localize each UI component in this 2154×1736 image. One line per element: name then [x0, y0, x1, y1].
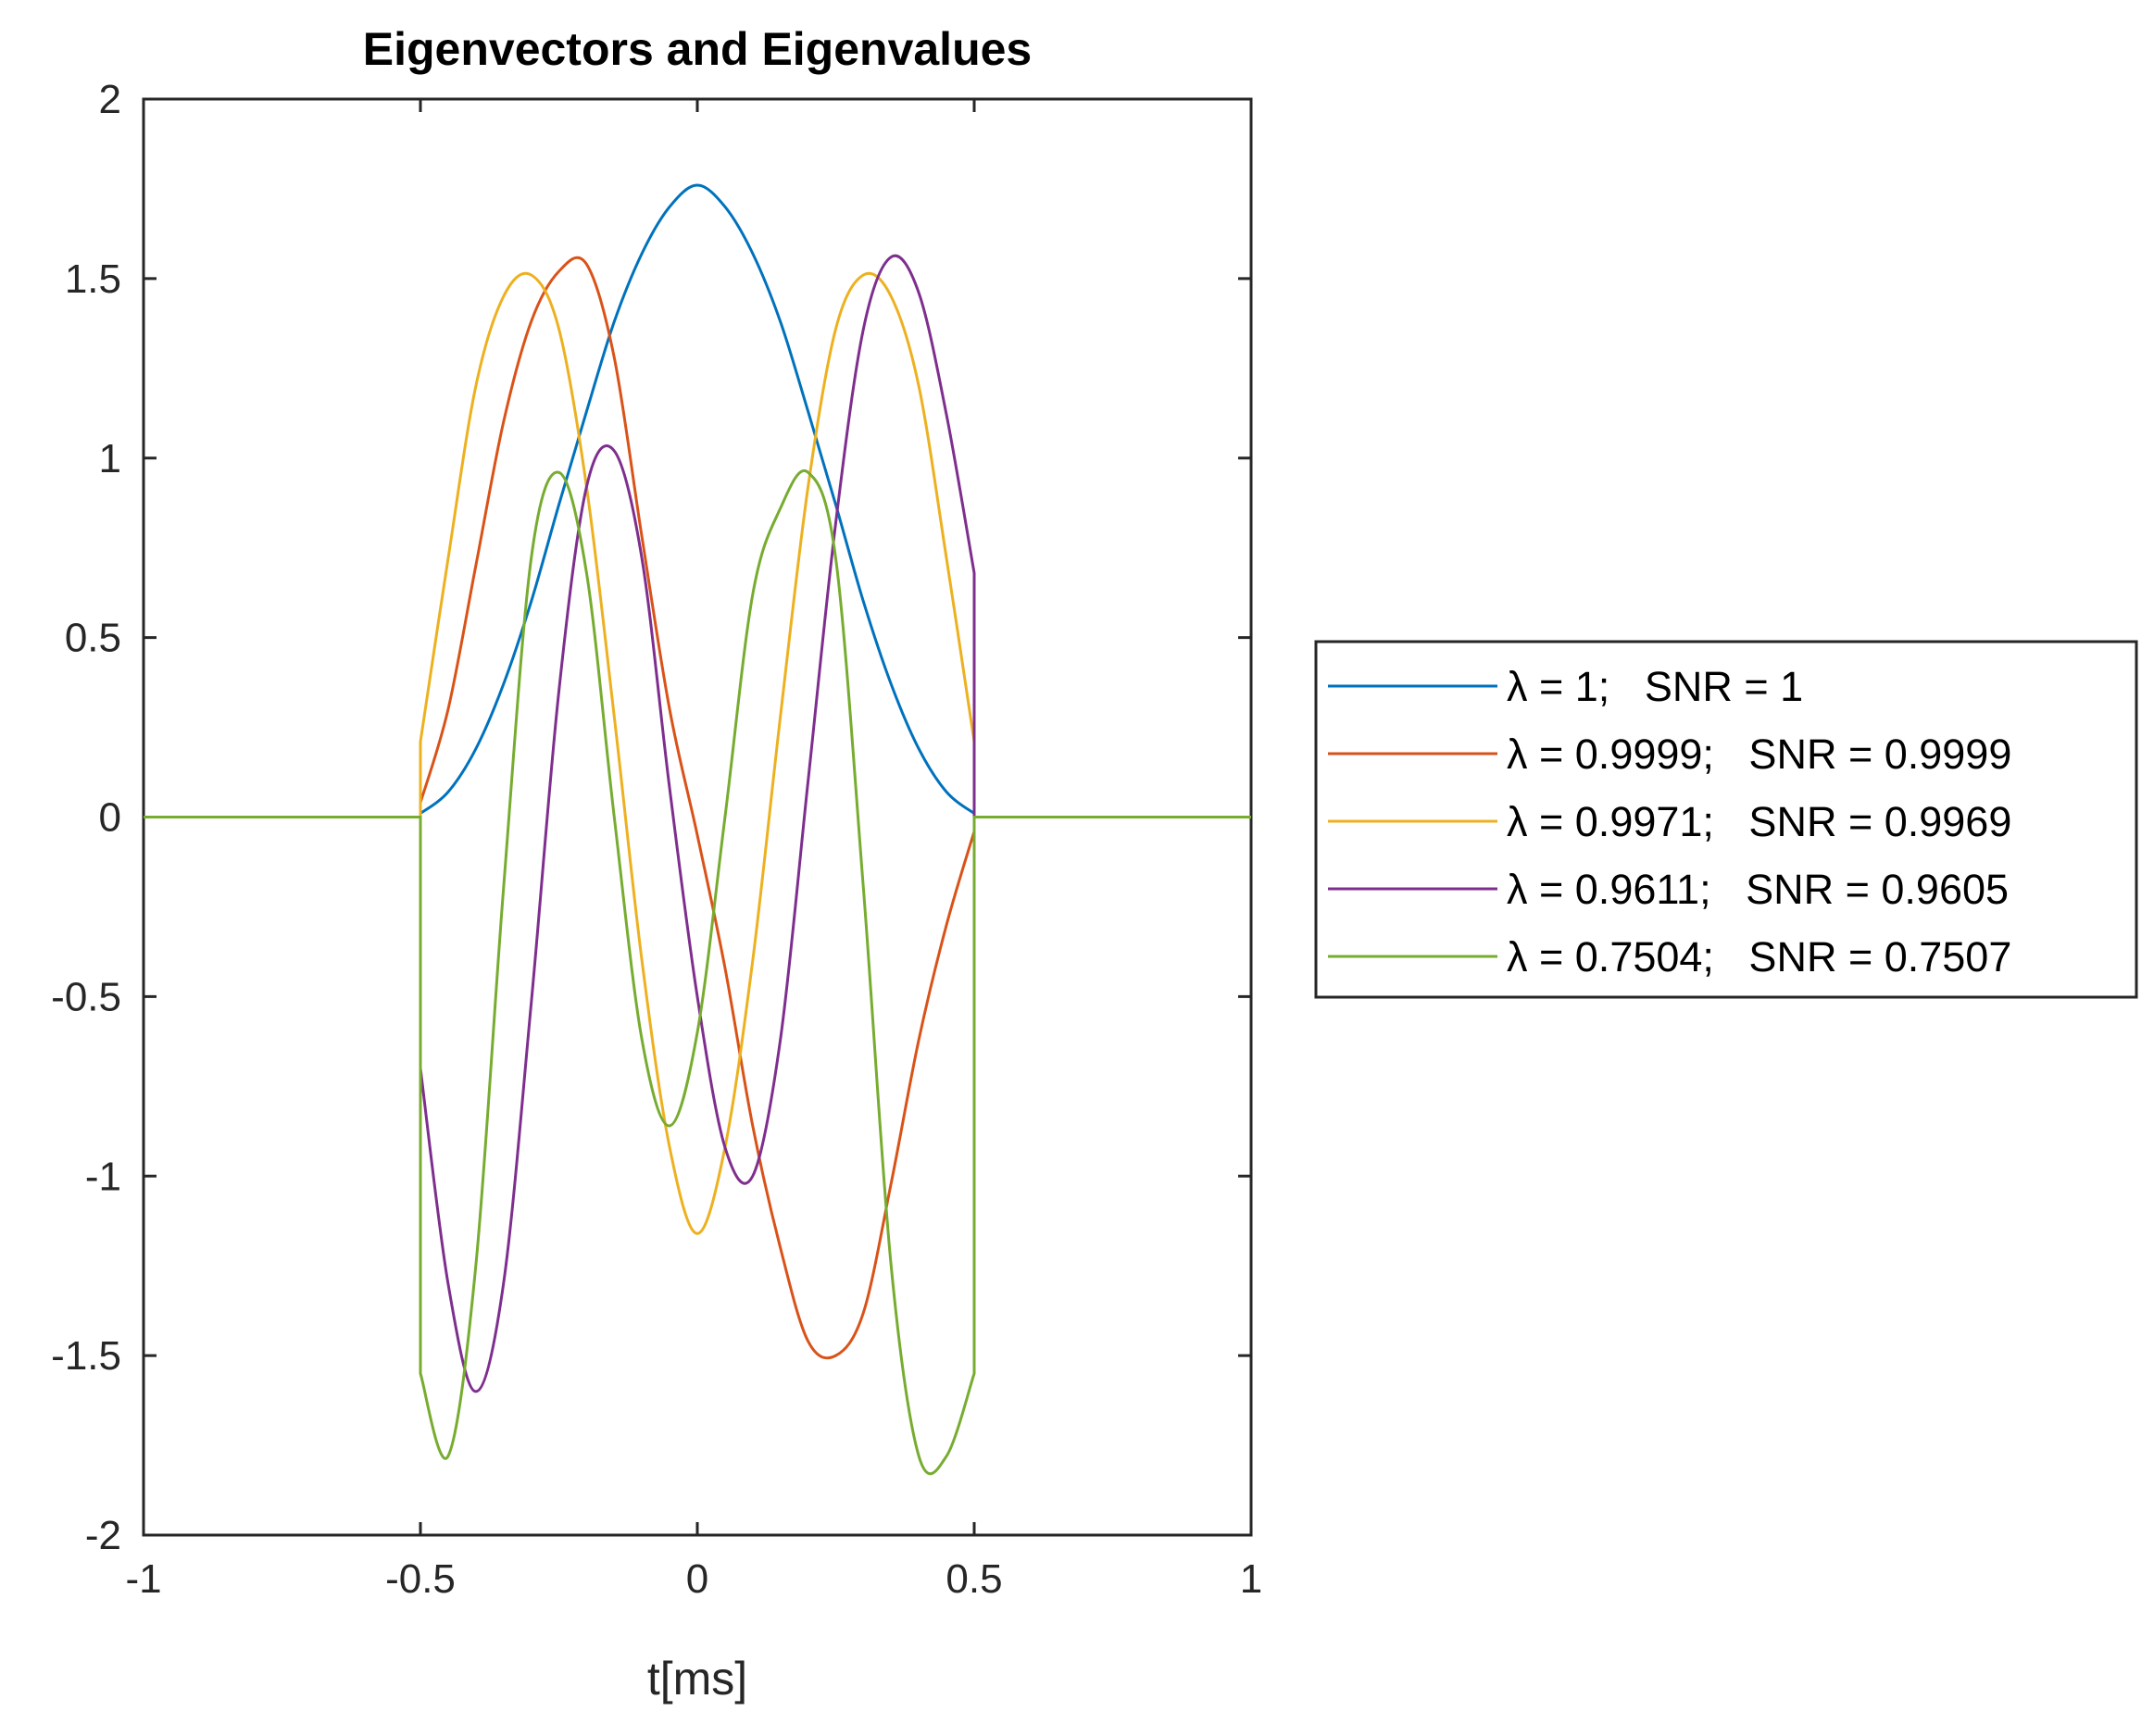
y-tick-label: -2	[85, 1513, 121, 1558]
y-tick-label: 1	[99, 436, 121, 481]
x-tick-label: -0.5	[385, 1556, 456, 1602]
y-tick-label: 2	[99, 77, 121, 122]
series-line-3	[144, 271, 1251, 1235]
y-tick-label: -1.5	[51, 1333, 121, 1379]
legend-label-4: λ = 0.9611; SNR = 0.9605	[1507, 866, 2009, 913]
legend-label-3: λ = 0.9971; SNR = 0.9969	[1507, 798, 2011, 845]
plot-area: -1 -0.5 0 0.5 1 -2 -1.5 -1 -0.5 0 0.5 1 1.5 2	[51, 77, 1262, 1602]
legend-label-1: λ = 1; SNR = 1	[1507, 663, 1803, 710]
ticks-layer: -1 -0.5 0 0.5 1 -2 -1.5 -1 -0.5 0 0.5 1 1.5 2	[51, 77, 1262, 1602]
lines-layer	[144, 183, 1251, 1476]
x-tick-label: 1	[1240, 1556, 1262, 1602]
series-line-1	[144, 183, 1251, 818]
y-tick-label: 0	[99, 795, 121, 841]
series-line-2	[144, 256, 1251, 1360]
series-line-4	[144, 254, 1251, 1393]
y-tick-label: 0.5	[65, 616, 121, 661]
series-line-5	[144, 468, 1251, 1476]
chart-title: Eigenvectors and Eigenvalues	[363, 23, 1033, 75]
x-tick-label: 0.5	[946, 1556, 1002, 1602]
x-tick-label: -1	[125, 1556, 161, 1602]
legend-label-2: λ = 0.9999; SNR = 0.9999	[1507, 731, 2011, 778]
y-tick-label: 1.5	[65, 256, 121, 302]
y-tick-label: -1	[85, 1154, 121, 1199]
legend-box	[1314, 640, 2138, 999]
x-axis-label: t[ms]	[647, 1653, 747, 1705]
x-tick-label: 0	[686, 1556, 708, 1602]
legend-items: λ = 1; SNR = 1 λ = 0.9999; SNR = 0.9999 λ …	[1328, 663, 2011, 980]
y-tick-label: -0.5	[51, 974, 121, 1019]
legend: λ = 1; SNR = 1 λ = 0.9999; SNR = 0.9999 λ …	[1314, 640, 2138, 999]
legend-label-5: λ = 0.7504; SNR = 0.7507	[1507, 933, 2011, 980]
